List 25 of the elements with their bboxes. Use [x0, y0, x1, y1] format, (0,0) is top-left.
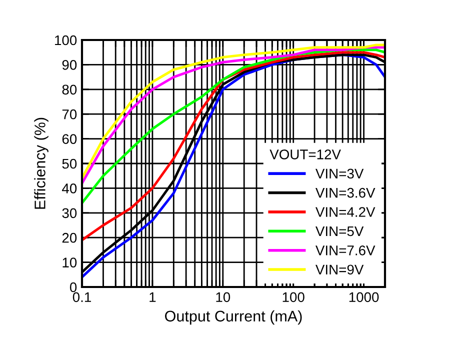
legend-label: VIN=3.6V — [316, 188, 376, 198]
y-axis-title: Efficiency (%) — [34, 118, 48, 209]
x-axis-title: Output Current (mA) — [165, 310, 302, 325]
x-tick-label: 10 — [216, 292, 230, 302]
y-tick-label: 0 — [70, 282, 77, 292]
y-tick-label: 30 — [62, 208, 77, 218]
y-tick-label: 50 — [62, 158, 77, 169]
y-tick-label: 10 — [62, 258, 77, 268]
y-tick-label: 40 — [62, 184, 77, 194]
y-tick-label: 20 — [62, 232, 77, 243]
x-tick-label: 1 — [150, 292, 156, 302]
legend-label: VIN=4.2V — [316, 207, 376, 217]
x-tick-label: 0.1 — [72, 292, 91, 302]
legend-title: VOUT=12V — [270, 150, 341, 160]
y-tick-label: 70 — [62, 109, 77, 120]
x-tick-label: 100 — [282, 292, 304, 302]
x-tick-label: 1000 — [349, 292, 379, 302]
y-tick-label: 60 — [62, 134, 77, 144]
y-tick-label: 80 — [62, 84, 77, 95]
legend-label: VIN=7.6V — [316, 246, 376, 256]
y-tick-label: 100 — [55, 35, 77, 46]
legend-label: VIN=3V — [316, 168, 364, 179]
legend-label: VIN=9V — [316, 264, 364, 275]
y-tick-label: 90 — [62, 60, 77, 70]
legend-label: VIN=5V — [316, 226, 364, 236]
